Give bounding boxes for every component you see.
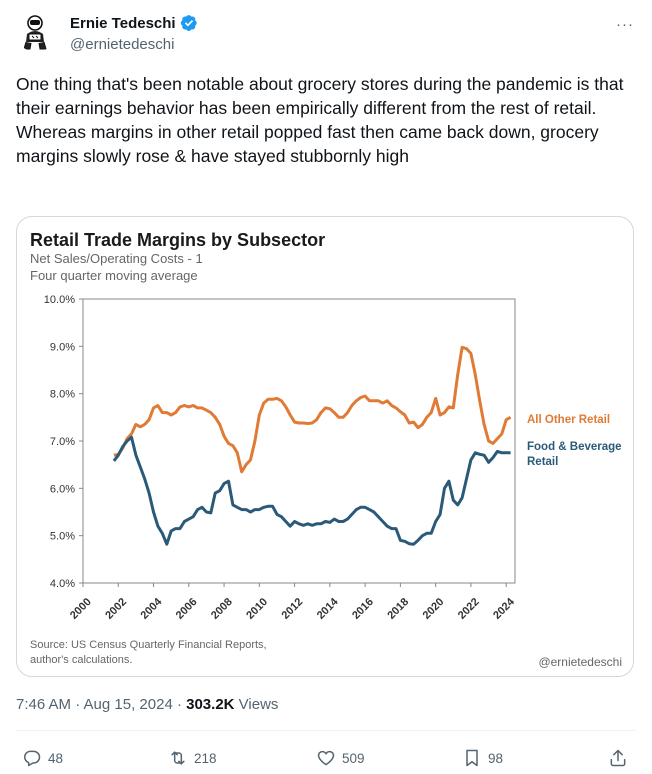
- y-tick-label: 10.0%: [44, 294, 75, 306]
- x-tick-label: 2004: [139, 595, 165, 621]
- series-label: Food & Beverage: [527, 441, 622, 453]
- y-tick-label: 4.0%: [50, 578, 75, 590]
- y-tick-label: 8.0%: [50, 389, 75, 401]
- reply-button[interactable]: 48: [22, 748, 63, 768]
- x-tick-label: 2022: [456, 596, 482, 622]
- x-tick-label: 2008: [209, 596, 235, 622]
- tweet-paragraph: One thing that's been notable about groc…: [16, 74, 624, 118]
- x-tick-label: 2016: [350, 596, 376, 622]
- x-tick-label: 2020: [421, 596, 447, 622]
- bookmark-button[interactable]: 98: [462, 748, 503, 768]
- plot-frame: [82, 298, 516, 584]
- repost-count: 218: [194, 750, 217, 766]
- series-line: [112, 435, 511, 546]
- reply-count: 48: [48, 750, 64, 766]
- y-tick-label: 6.0%: [50, 483, 75, 495]
- timestamp[interactable]: 7:46 AM · Aug 15, 2024 ·: [16, 696, 187, 713]
- heart-icon: [317, 750, 335, 766]
- series-label: All Other Retail: [527, 414, 610, 426]
- tweet-meta: 7:46 AM · Aug 15, 2024 · 303.2K Views: [16, 696, 278, 713]
- x-tick-label: 2000: [68, 596, 94, 622]
- display-name[interactable]: Ernie Tedeschi: [70, 14, 176, 32]
- tweet-paragraph: Whereas margins in other retail popped f…: [16, 122, 599, 166]
- x-tick-label: 2002: [103, 596, 129, 622]
- avatar[interactable]: [16, 12, 56, 52]
- y-tick-label: 9.0%: [50, 341, 75, 353]
- share-icon: [610, 749, 626, 767]
- repost-button[interactable]: 218: [168, 748, 217, 768]
- x-tick-label: 2006: [174, 596, 200, 622]
- views-label: Views: [234, 696, 279, 713]
- chart-title: Retail Trade Margins by Subsector: [30, 230, 325, 250]
- y-tick-label: 5.0%: [50, 531, 75, 543]
- x-tick-label: 2024: [491, 595, 517, 621]
- repost-icon: [171, 751, 185, 765]
- x-tick-label: 2014: [315, 595, 341, 621]
- chart-subtitle-line: Net Sales/Operating Costs - 1: [30, 251, 203, 266]
- share-button[interactable]: [608, 748, 628, 768]
- action-bar: 48 218 509 98: [16, 746, 636, 774]
- verified-badge-icon: [180, 15, 197, 31]
- y-tick-label: 7.0%: [50, 436, 75, 448]
- tweet-media-chart[interactable]: Retail Trade Margins by Subsector Net Sa…: [16, 216, 634, 677]
- chart-source-line: author's calculations.: [30, 654, 132, 666]
- x-tick-label: 2018: [385, 596, 411, 622]
- series-label: Retail: [527, 456, 558, 468]
- chart-watermark: @ernietedeschi: [538, 655, 622, 669]
- series-line: [113, 345, 512, 474]
- bookmark-icon: [466, 749, 478, 767]
- chart-source-line: Source: US Census Quarterly Financial Re…: [30, 639, 267, 651]
- chart-subtitle-line: Four quarter moving average: [30, 268, 198, 283]
- plot-area: 4.0% 5.0% 6.0% 7.0% 8.0% 9.0% 10.0% 2000 2002 200…: [44, 294, 622, 622]
- x-tick-label: 2010: [244, 596, 270, 622]
- avatar-image: [16, 12, 56, 52]
- reply-icon: [24, 750, 41, 767]
- more-horizontal-icon[interactable]: ···: [616, 16, 634, 33]
- chart-svg: Retail Trade Margins by Subsector Net Sa…: [30, 230, 622, 669]
- views-count: 303.2K: [186, 696, 235, 713]
- x-tick-label: 2012: [280, 596, 306, 622]
- user-handle[interactable]: @ernietedeschi: [70, 36, 175, 53]
- like-button[interactable]: 509: [316, 748, 365, 768]
- name-row: Ernie Tedeschi: [70, 14, 198, 32]
- like-count: 509: [342, 750, 365, 766]
- divider: [16, 730, 636, 731]
- tweet-header: Ernie Tedeschi @ernietedeschi ···: [16, 10, 636, 60]
- tweet-text: One thing that's been notable about groc…: [16, 72, 636, 168]
- bookmark-count: 98: [488, 750, 504, 766]
